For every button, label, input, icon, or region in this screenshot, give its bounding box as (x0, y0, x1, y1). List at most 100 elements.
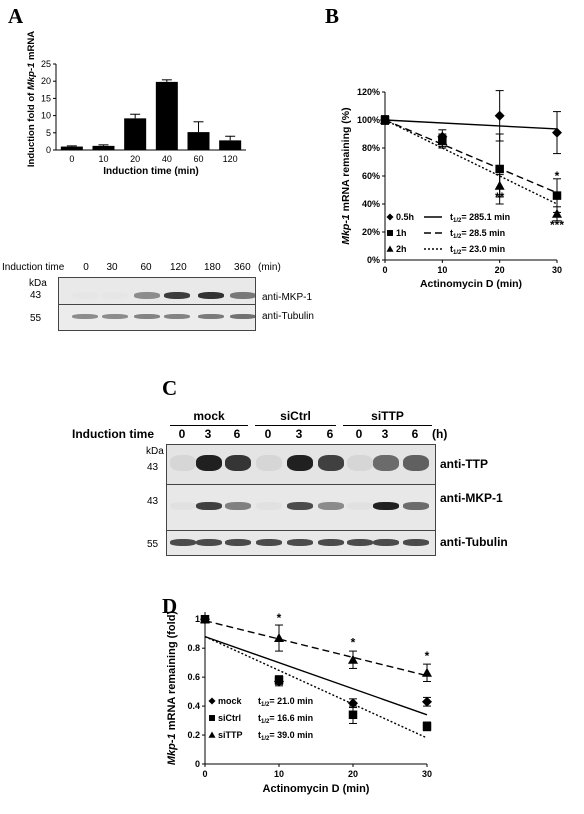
d-point-siTTP (422, 667, 432, 677)
a-bar (187, 132, 210, 150)
a-y-tick-label: 0 (46, 145, 51, 155)
b-y-tick-label: 100% (357, 115, 380, 125)
b-significance-mark: ** (495, 190, 505, 204)
blot-c-mkp1-band (196, 502, 222, 510)
blot-a-mkp1-band (164, 292, 190, 299)
blot-c-time-label: Induction time (72, 427, 154, 441)
b-fit-line-0.5h (384, 119, 558, 130)
b-significance-mark: *** (550, 218, 564, 232)
blot-c-kda: kDa (146, 446, 164, 457)
b-legend-name: 2h (396, 244, 407, 254)
blot-c-ttp-band (225, 455, 251, 471)
b-x-tick-label: 20 (495, 265, 505, 275)
blot-a-marker-43: 43 (30, 290, 42, 301)
blot-c-tubulin-band (256, 539, 282, 546)
d-legend-marker (208, 731, 216, 738)
blot-a-mkp1-band (230, 292, 255, 299)
b-legend-marker (387, 230, 393, 236)
blot-c-antibody-ttp: anti-TTP (440, 457, 488, 471)
d-legend-name: siCtrl (218, 713, 241, 723)
d-legend-marker (208, 697, 216, 705)
blot-c-time-6: 0 (355, 427, 363, 441)
blot-c-marker-mkp1: 43 (147, 496, 159, 507)
d-legend-name: mock (218, 696, 243, 706)
d-significance-mark: * (277, 611, 282, 625)
b-point-0.5h (552, 127, 562, 138)
b-fit-line-1h (384, 119, 558, 194)
b-y-tick-label: 20% (362, 227, 380, 237)
d-legend-name: siTTP (218, 730, 243, 740)
b-legend-halflife: t1/2= 28.5 min (450, 228, 505, 240)
blot-c-time-0: 0 (178, 427, 186, 441)
d-fit-line-siCtrl (204, 635, 428, 739)
a-x-tick-label: 20 (130, 154, 140, 164)
panel-a-letter: A (8, 4, 24, 28)
blot-c-ttp-band (403, 455, 429, 471)
b-legend-name: 1h (396, 228, 407, 238)
b-y-tick-label: 80% (362, 143, 380, 153)
a-x-tick-label: 120 (223, 154, 238, 164)
b-point-2h (494, 180, 505, 190)
b-x-tick-label: 30 (552, 265, 562, 275)
d-y-tick-label: 0.6 (187, 672, 200, 682)
panel-b-letter: B (325, 4, 340, 28)
d-legend-halflife: t1/2= 21.0 min (258, 696, 313, 708)
blot-c-group-siTTP: siTTP (371, 409, 404, 423)
blot-c-time-7: 3 (381, 427, 389, 441)
blot-c-ttp-membrane (166, 444, 436, 485)
b-legend-halflife: t1/2= 23.0 min (450, 244, 505, 256)
a-bar (124, 118, 147, 150)
blot-c-tubulin-band (403, 539, 429, 546)
blot-c-time-2: 6 (233, 427, 241, 441)
blot-c-ttp-band (287, 455, 313, 471)
blot-c-group-underline (343, 425, 432, 426)
blot-c-mkp1-band (287, 502, 313, 510)
b-y-tick-label: 120% (357, 87, 380, 97)
b-y-tick-label: 60% (362, 171, 380, 181)
d-legend-marker (209, 715, 215, 721)
blot-a-marker-55: 55 (30, 313, 42, 324)
blot-a-time-5: 360 (234, 262, 251, 273)
d-x-tick-label: 10 (274, 769, 284, 779)
blot-c-ttp-band (196, 455, 222, 471)
blot-c-tubulin-band (225, 539, 251, 546)
blot-a-mkp1-band (72, 292, 98, 299)
panel-b-decay-chart: 0% 20% 40% 60% 80% 100% 120% 0 10 20 30 Actinomycin… (340, 87, 564, 290)
blot-c-group-underline (255, 425, 336, 426)
d-point-siTTP (200, 614, 210, 624)
b-x-tick-label: 0 (382, 265, 387, 275)
blot-c-mkp1-band (347, 502, 373, 510)
blot-a-time-0: 0 (83, 262, 89, 273)
blot-c-time-5: 6 (326, 427, 334, 441)
d-x-tick-label: 30 (422, 769, 432, 779)
panel-a-bar-chart: 0 5 10 15 20 25 0 10 20 40 60 120 Induction time (mi… (26, 31, 246, 177)
blot-c-antibody-tubulin: anti-Tubulin (440, 535, 508, 549)
blot-c-tubulin-band (347, 539, 373, 546)
blot-a-antibody-tubulin: anti-Tubulin (262, 311, 314, 322)
blot-a-mkp1-band (198, 292, 224, 299)
blot-c-tubulin-band (287, 539, 313, 546)
blot-c-tubulin-band (170, 539, 196, 546)
d-y-axis-label: Mkp-1 mRNA remaining (fold) (166, 611, 178, 766)
blot-c-time-3: 0 (264, 427, 272, 441)
a-y-tick-label: 25 (41, 59, 51, 69)
a-y-tick-label: 10 (41, 111, 51, 121)
blot-a-mkp1-band (102, 292, 128, 299)
d-point-mock (422, 696, 432, 707)
a-y-tick-label: 20 (41, 76, 51, 86)
panel-c-letter: C (162, 376, 178, 400)
blot-a-tubulin-band (72, 314, 98, 319)
blot-c-group-underline (170, 425, 248, 426)
d-x-tick-label: 20 (348, 769, 358, 779)
blot-c-tubulin-membrane (166, 530, 436, 556)
blot-c-tubulin-band (196, 539, 222, 546)
blot-a-time-3: 120 (170, 262, 187, 273)
blot-c-ttp-band (318, 455, 344, 471)
blot-a-time-4: 180 (204, 262, 221, 273)
blot-a-time-1: 30 (106, 262, 118, 273)
blot-a-antibody-mkp1: anti-MKP-1 (262, 292, 313, 303)
b-point-1h (495, 164, 504, 174)
blot-c-mkp1-band (170, 502, 196, 510)
a-x-tick-label: 60 (193, 154, 203, 164)
b-x-axis-label: Actinomycin D (min) (420, 278, 522, 290)
